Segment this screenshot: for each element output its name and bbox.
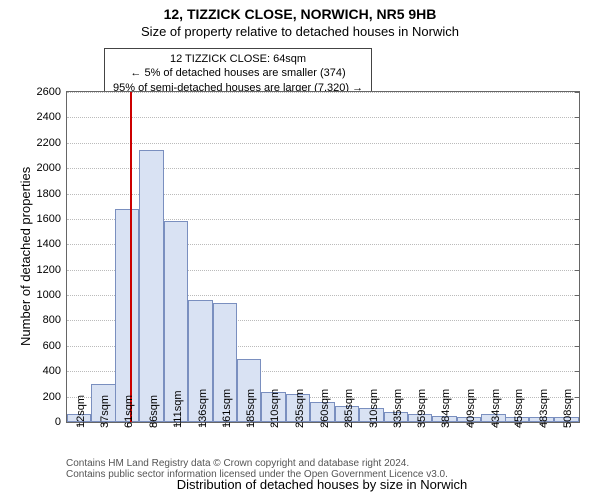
y-tick-mark <box>575 92 580 93</box>
y-tick-mark <box>575 295 580 296</box>
histogram-bar <box>139 150 164 422</box>
grid-line <box>67 143 579 144</box>
y-tick-label: 400 <box>43 365 67 377</box>
y-tick-label: 200 <box>43 391 67 403</box>
y-tick-label: 600 <box>43 340 67 352</box>
x-tick-label: 111sqm <box>172 390 184 428</box>
y-tick-mark <box>575 143 580 144</box>
x-tick-label: 210sqm <box>269 389 281 428</box>
x-tick-label: 458sqm <box>513 389 525 428</box>
y-tick-label: 2600 <box>37 86 67 98</box>
x-tick-label: 434sqm <box>490 389 502 428</box>
x-tick-label: 61sqm <box>123 395 135 428</box>
y-tick-label: 2000 <box>37 162 67 174</box>
y-tick-mark <box>575 244 580 245</box>
page-title-address: 12, TIZZICK CLOSE, NORWICH, NR5 9HB <box>0 0 600 22</box>
y-tick-mark <box>575 168 580 169</box>
annotation-line-2: ← 5% of detached houses are smaller (374… <box>113 66 363 80</box>
y-tick-mark <box>575 219 580 220</box>
y-tick-label: 1600 <box>37 213 67 225</box>
y-tick-label: 1400 <box>37 238 67 250</box>
x-tick-label: 335sqm <box>392 389 404 428</box>
x-tick-label: 409sqm <box>465 389 477 428</box>
page-title-desc: Size of property relative to detached ho… <box>0 22 600 43</box>
y-tick-label: 1000 <box>37 289 67 301</box>
y-tick-label: 0 <box>55 416 67 428</box>
y-tick-mark <box>575 270 580 271</box>
y-tick-label: 1200 <box>37 264 67 276</box>
y-tick-mark <box>575 397 580 398</box>
x-tick-label: 235sqm <box>294 389 306 428</box>
y-tick-label: 1800 <box>37 188 67 200</box>
x-tick-label: 161sqm <box>221 389 233 428</box>
y-tick-mark <box>575 194 580 195</box>
y-tick-mark <box>575 320 580 321</box>
x-tick-label: 260sqm <box>319 389 331 428</box>
y-tick-label: 2200 <box>37 137 67 149</box>
y-tick-label: 2400 <box>37 111 67 123</box>
x-tick-label: 285sqm <box>343 389 355 428</box>
y-tick-mark <box>575 422 580 423</box>
marker-line <box>130 92 132 422</box>
x-tick-label: 185sqm <box>245 389 257 428</box>
annotation-line-1: 12 TIZZICK CLOSE: 64sqm <box>113 52 363 66</box>
histogram-plot: 0200400600800100012001400160018002000220… <box>66 91 580 423</box>
y-tick-label: 800 <box>43 314 67 326</box>
y-tick-mark <box>575 117 580 118</box>
x-tick-label: 12sqm <box>75 395 87 428</box>
x-tick-label: 310sqm <box>368 389 380 428</box>
footnote-line-2: Contains public sector information licen… <box>66 469 448 480</box>
footnote-line-1: Contains HM Land Registry data © Crown c… <box>66 458 448 469</box>
grid-line <box>67 92 579 93</box>
x-tick-label: 483sqm <box>538 389 550 428</box>
y-tick-mark <box>575 346 580 347</box>
x-tick-label: 37sqm <box>99 395 111 428</box>
histogram-bar <box>115 209 140 422</box>
x-tick-label: 86sqm <box>148 395 160 428</box>
x-tick-label: 508sqm <box>562 389 574 428</box>
x-tick-label: 136sqm <box>197 389 209 428</box>
x-tick-label: 359sqm <box>416 389 428 428</box>
y-axis-label: Number of detached properties <box>18 167 33 346</box>
x-tick-label: 384sqm <box>440 389 452 428</box>
footnote: Contains HM Land Registry data © Crown c… <box>66 458 448 480</box>
grid-line <box>67 117 579 118</box>
y-tick-mark <box>575 371 580 372</box>
